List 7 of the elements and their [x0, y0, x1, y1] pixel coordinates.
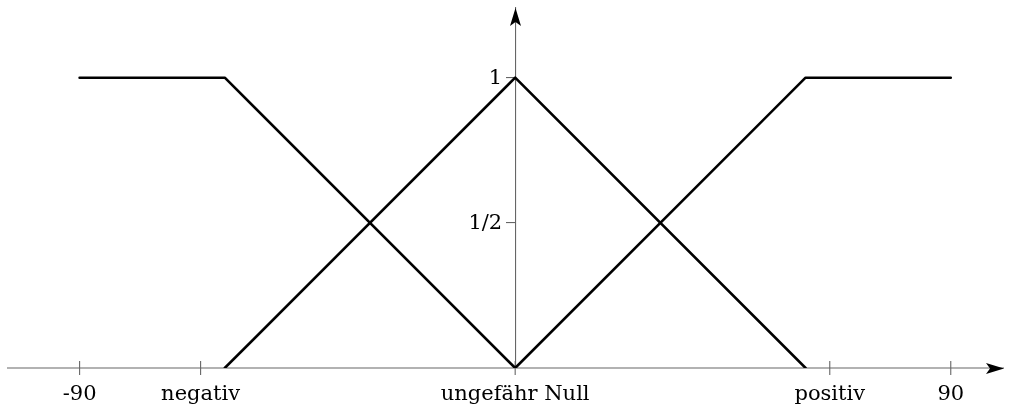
y-tick-label: 1: [488, 65, 503, 90]
x-tick-label: negativ: [161, 381, 241, 406]
x-tick-label: positiv: [794, 381, 866, 406]
x-tick-label: ungefähr Null: [440, 381, 590, 406]
x-tick-label: -90: [62, 381, 97, 406]
y-tick-label: 1/2: [468, 210, 503, 235]
x-tick-label: 90: [937, 381, 965, 406]
